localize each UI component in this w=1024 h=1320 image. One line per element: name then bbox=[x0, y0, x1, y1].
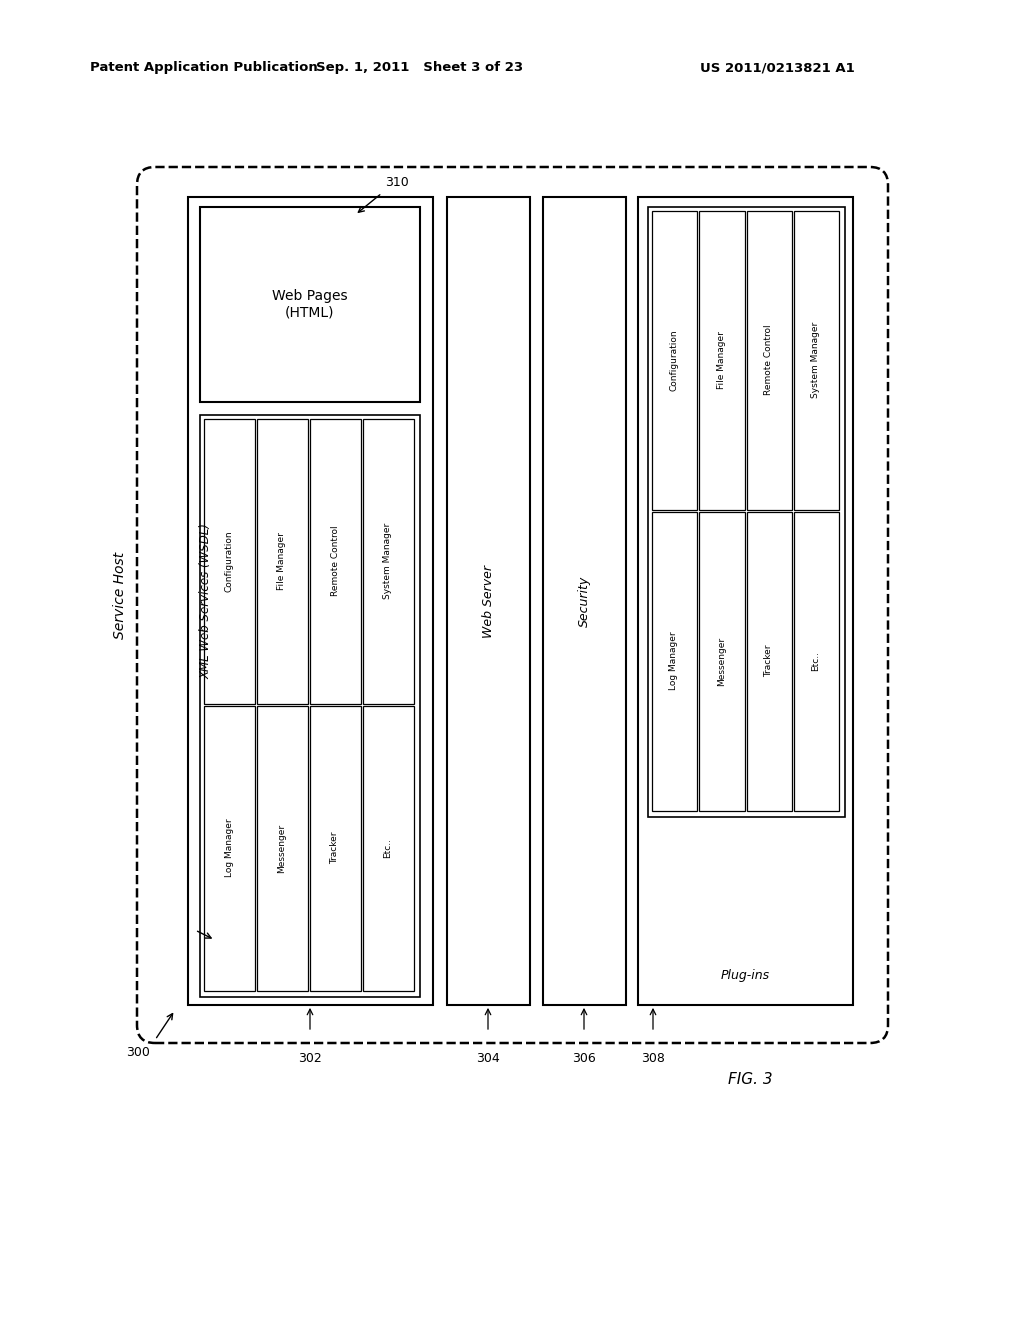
Bar bbox=[652, 211, 697, 510]
Text: Remote Control: Remote Control bbox=[764, 325, 773, 395]
Bar bbox=[200, 414, 420, 997]
Text: FIG. 3: FIG. 3 bbox=[728, 1072, 772, 1088]
Bar bbox=[188, 197, 433, 1005]
Text: 308: 308 bbox=[641, 1052, 665, 1064]
Bar bbox=[362, 418, 414, 704]
Text: Security: Security bbox=[578, 576, 591, 627]
Bar bbox=[257, 706, 308, 991]
Text: Web Pages
(HTML): Web Pages (HTML) bbox=[272, 289, 348, 319]
Text: System Manager: System Manager bbox=[811, 322, 820, 399]
Bar bbox=[204, 706, 255, 991]
Text: Service Host: Service Host bbox=[113, 552, 127, 639]
Bar bbox=[200, 207, 420, 403]
Text: Tracker: Tracker bbox=[331, 832, 340, 865]
Text: 302: 302 bbox=[298, 1052, 322, 1064]
Text: Plug-ins: Plug-ins bbox=[721, 969, 770, 982]
Bar bbox=[794, 211, 839, 510]
Text: Configuration: Configuration bbox=[224, 531, 233, 591]
Bar bbox=[794, 512, 839, 810]
Bar bbox=[362, 706, 414, 991]
Text: System Manager: System Manager bbox=[384, 523, 392, 599]
Text: Patent Application Publication: Patent Application Publication bbox=[90, 62, 317, 74]
Text: 304: 304 bbox=[476, 1052, 500, 1064]
Text: File Manager: File Manager bbox=[278, 532, 287, 590]
Text: Log Manager: Log Manager bbox=[224, 818, 233, 878]
Bar bbox=[648, 207, 845, 817]
Bar bbox=[543, 197, 626, 1005]
Bar bbox=[447, 197, 530, 1005]
Text: Configuration: Configuration bbox=[670, 329, 679, 391]
Text: Remote Control: Remote Control bbox=[331, 525, 340, 597]
Bar bbox=[257, 418, 308, 704]
Bar bbox=[204, 418, 255, 704]
Text: US 2011/0213821 A1: US 2011/0213821 A1 bbox=[700, 62, 855, 74]
Bar bbox=[699, 512, 744, 810]
Bar bbox=[310, 418, 361, 704]
Bar bbox=[310, 706, 361, 991]
Text: XML Web Services (WSDL): XML Web Services (WSDL) bbox=[200, 523, 213, 678]
Text: Tracker: Tracker bbox=[764, 644, 773, 677]
Text: Messenger: Messenger bbox=[278, 824, 287, 873]
Text: Etc..: Etc.. bbox=[384, 838, 392, 858]
Bar bbox=[746, 211, 792, 510]
Text: Log Manager: Log Manager bbox=[670, 632, 679, 690]
Text: 300: 300 bbox=[126, 1045, 150, 1059]
Text: Web Server: Web Server bbox=[481, 565, 495, 638]
Text: Sep. 1, 2011   Sheet 3 of 23: Sep. 1, 2011 Sheet 3 of 23 bbox=[316, 62, 523, 74]
Bar bbox=[746, 512, 792, 810]
Text: Etc..: Etc.. bbox=[811, 651, 820, 671]
Bar bbox=[652, 512, 697, 810]
Text: 310: 310 bbox=[385, 177, 409, 190]
Text: Messenger: Messenger bbox=[717, 636, 726, 685]
Bar bbox=[638, 197, 853, 1005]
Bar bbox=[699, 211, 744, 510]
Text: 306: 306 bbox=[572, 1052, 596, 1064]
Text: File Manager: File Manager bbox=[717, 331, 726, 389]
FancyBboxPatch shape bbox=[137, 168, 888, 1043]
